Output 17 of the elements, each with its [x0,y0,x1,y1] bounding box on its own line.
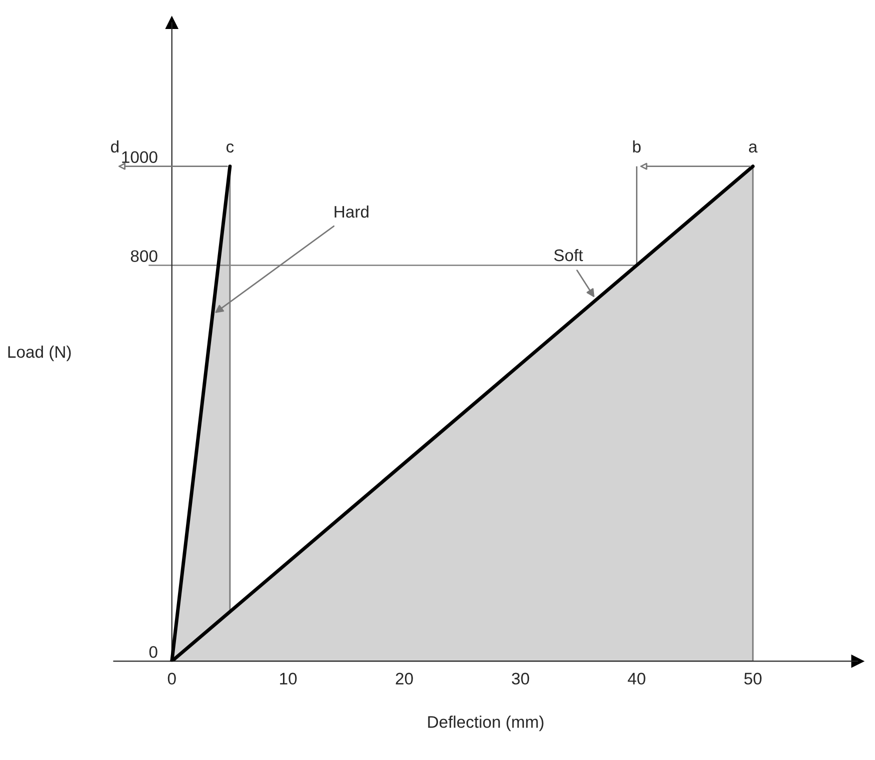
y-tick-label: 0 [149,646,158,658]
y-axis-title: Load (N) [8,346,71,362]
text: Hard [334,205,368,218]
annotation: c [226,143,234,153]
annotation: d [110,140,118,153]
y-tick-label: 1000 [122,151,158,164]
x-tick-label: 0 [168,672,176,685]
x-tick-label: 30 [512,672,530,685]
annotation: a [748,143,758,153]
x-tick-label: 40 [628,672,646,685]
x-tick-label: 10 [280,672,297,685]
x-tick-label: 50 [744,672,762,685]
x-axis-title: Deflection (mm) [428,716,544,732]
annotation: b [633,140,641,153]
text: Soft [554,248,583,262]
x-tick-label: 20 [396,672,413,685]
y-tick-label: 800 [130,250,158,262]
